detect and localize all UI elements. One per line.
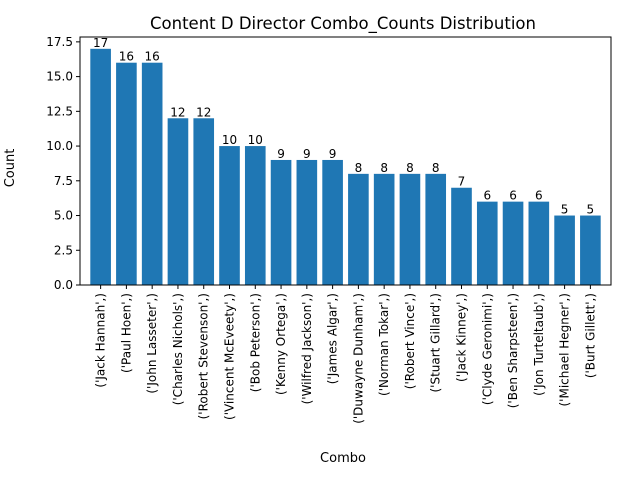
x-tick-label: ('Clyde Geronimi',)	[480, 293, 494, 405]
bar	[270, 159, 292, 285]
y-axis-ticks: 0.0 2.5 5.0 7.5 10.0 12.5 15.0 17.5	[46, 35, 80, 292]
x-tick-label: ('Ben Sharpsteen',)	[506, 293, 520, 408]
x-tick-label: ('Stuart Gillard',)	[429, 293, 443, 393]
x-tick-label: ('Paul Hoen',)	[119, 293, 133, 373]
y-tick-label: 5.0	[54, 209, 73, 223]
bar-value-label: 7	[458, 175, 466, 189]
bar	[502, 201, 524, 285]
y-tick-label: 17.5	[46, 35, 73, 49]
bar-value-label: 16	[119, 50, 134, 64]
x-tick-label: ('John Lasseter',)	[145, 293, 159, 394]
x-tick-label: ('Jon Turteltaub',)	[532, 293, 546, 396]
x-tick-label: ('Wilfred Jackson',)	[300, 293, 314, 404]
bar	[167, 118, 189, 285]
bar-value-label: 5	[561, 203, 569, 217]
y-tick-label: 15.0	[46, 70, 73, 84]
bar	[141, 62, 163, 286]
x-tick-label: ('Michael Hegner',)	[558, 293, 572, 407]
bar	[348, 173, 369, 285]
x-tick-label: ('Jack Hannah',)	[94, 293, 108, 388]
x-axis-label: Combo	[320, 451, 366, 466]
bar-value-label: 6	[509, 189, 517, 203]
bar	[373, 173, 395, 285]
bar-value-label: 6	[535, 189, 543, 203]
chart-title: Content D Director Combo_Counts Distribu…	[150, 14, 536, 34]
bar	[193, 118, 215, 285]
y-axis-label: Count	[3, 149, 18, 188]
bar-value-label: 9	[329, 147, 337, 161]
bar	[322, 159, 343, 285]
y-tick-label: 12.5	[46, 104, 73, 118]
x-axis-ticks: ('Jack Hannah',) ('Paul Hoen',) ('John Las…	[94, 285, 597, 424]
bar	[116, 62, 137, 286]
x-tick-label: ('Charles Nichols',)	[171, 293, 185, 405]
bar	[580, 215, 601, 285]
bar-value-label: 16	[145, 50, 160, 64]
bar	[476, 201, 498, 285]
bar-value-label: 9	[303, 147, 311, 161]
x-tick-label: ('Jack Kinney',)	[454, 293, 468, 382]
bar-value-label: 8	[406, 161, 414, 175]
bar	[90, 48, 111, 285]
bar-value-label: 10	[222, 133, 237, 147]
bar-value-label: 8	[380, 161, 388, 175]
x-tick-label: ('Vincent McEveety',)	[223, 293, 237, 420]
x-tick-label: ('Robert Vince',)	[403, 293, 417, 389]
x-tick-label: ('Bob Peterson',)	[248, 293, 262, 392]
y-tick-label: 10.0	[46, 139, 73, 153]
bar	[425, 173, 447, 285]
y-tick-label: 7.5	[54, 174, 73, 188]
bar-value-label: 12	[170, 105, 185, 119]
bar	[528, 201, 550, 285]
bar	[244, 146, 266, 285]
bar-value-label: 8	[355, 161, 363, 175]
x-tick-label: ('Burt Gillett',)	[583, 293, 597, 378]
bar-value-label: 5	[587, 203, 595, 217]
y-tick-label: 0.0	[54, 278, 73, 292]
plot-frame	[79, 36, 612, 286]
x-tick-label: ('Robert Stevenson',)	[197, 293, 211, 419]
bar	[451, 187, 472, 285]
bar-value-label: 10	[248, 133, 263, 147]
bar-value-label: 17	[93, 36, 108, 50]
value-labels-layer: 17 16 16 12 12 10 10 9 9 9 8 8 8 8 7 6 6 6 5 5	[93, 36, 594, 217]
bar-value-label: 12	[196, 105, 211, 119]
bar	[399, 173, 421, 285]
y-tick-label: 2.5	[54, 243, 73, 257]
x-tick-label: ('Kenny Ortega',)	[274, 293, 288, 395]
bars-layer	[90, 48, 601, 286]
x-tick-label: ('James Algar',)	[326, 293, 340, 384]
bar	[219, 146, 240, 285]
bar-value-label: 6	[483, 189, 491, 203]
x-tick-label: ('Norman Tokar',)	[377, 293, 391, 396]
x-tick-label: ('Duwayne Dunham',)	[351, 293, 365, 424]
bar-value-label: 9	[277, 147, 285, 161]
bar	[296, 159, 318, 285]
bar	[554, 215, 575, 285]
bar-value-label: 8	[432, 161, 440, 175]
